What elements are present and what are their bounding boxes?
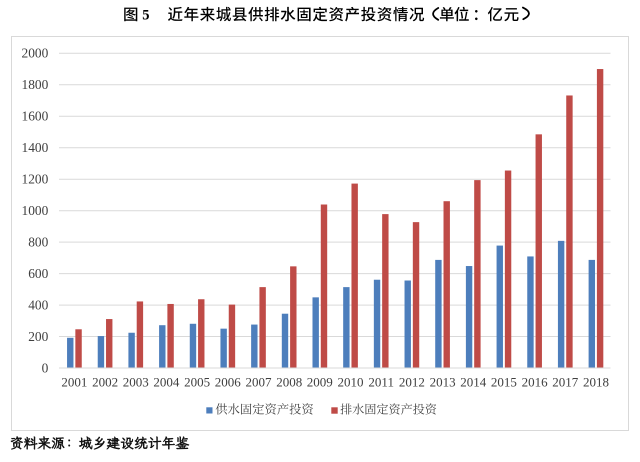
svg-text:1200: 1200 [22,172,49,187]
svg-text:2009: 2009 [307,375,333,390]
svg-text:2003: 2003 [123,375,149,390]
svg-text:2008: 2008 [276,375,302,390]
svg-text:5: 5 [142,8,149,24]
svg-text:2006: 2006 [215,375,242,390]
svg-text:2014: 2014 [460,375,487,390]
svg-text:1800: 1800 [22,77,49,92]
svg-text:0: 0 [42,360,49,375]
svg-text:2017: 2017 [552,375,579,390]
svg-text:2005: 2005 [184,375,210,390]
svg-text:2016: 2016 [522,375,549,390]
svg-text:2002: 2002 [92,375,118,390]
svg-text:1600: 1600 [22,109,49,124]
svg-text:2013: 2013 [430,375,456,390]
svg-text:2012: 2012 [399,375,425,390]
svg-text:2004: 2004 [153,375,180,390]
svg-text:1400: 1400 [22,140,49,155]
svg-text:2011: 2011 [368,375,394,390]
svg-text:2015: 2015 [491,375,517,390]
svg-text:200: 200 [28,329,48,344]
svg-text:2001: 2001 [61,375,87,390]
svg-text:2000: 2000 [22,46,49,61]
svg-text:2010: 2010 [338,375,364,390]
svg-text:400: 400 [28,297,48,312]
svg-text:800: 800 [28,234,48,249]
svg-text:2018: 2018 [583,375,609,390]
svg-text:1000: 1000 [22,203,49,218]
svg-text:600: 600 [28,266,48,281]
svg-text:2007: 2007 [246,375,273,390]
